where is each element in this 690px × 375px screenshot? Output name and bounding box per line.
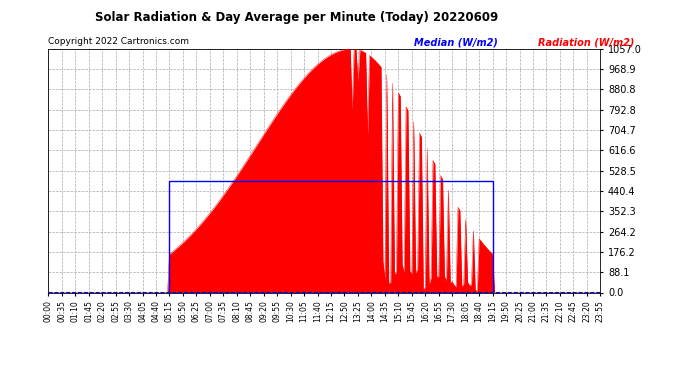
Text: Median (W/m2): Median (W/m2) (414, 38, 498, 48)
Bar (170, 181, 493, 292)
Text: Radiation (W/m2): Radiation (W/m2) (538, 38, 635, 48)
Text: Copyright 2022 Cartronics.com: Copyright 2022 Cartronics.com (48, 38, 189, 46)
Text: Solar Radiation & Day Average per Minute (Today) 20220609: Solar Radiation & Day Average per Minute… (95, 11, 498, 24)
